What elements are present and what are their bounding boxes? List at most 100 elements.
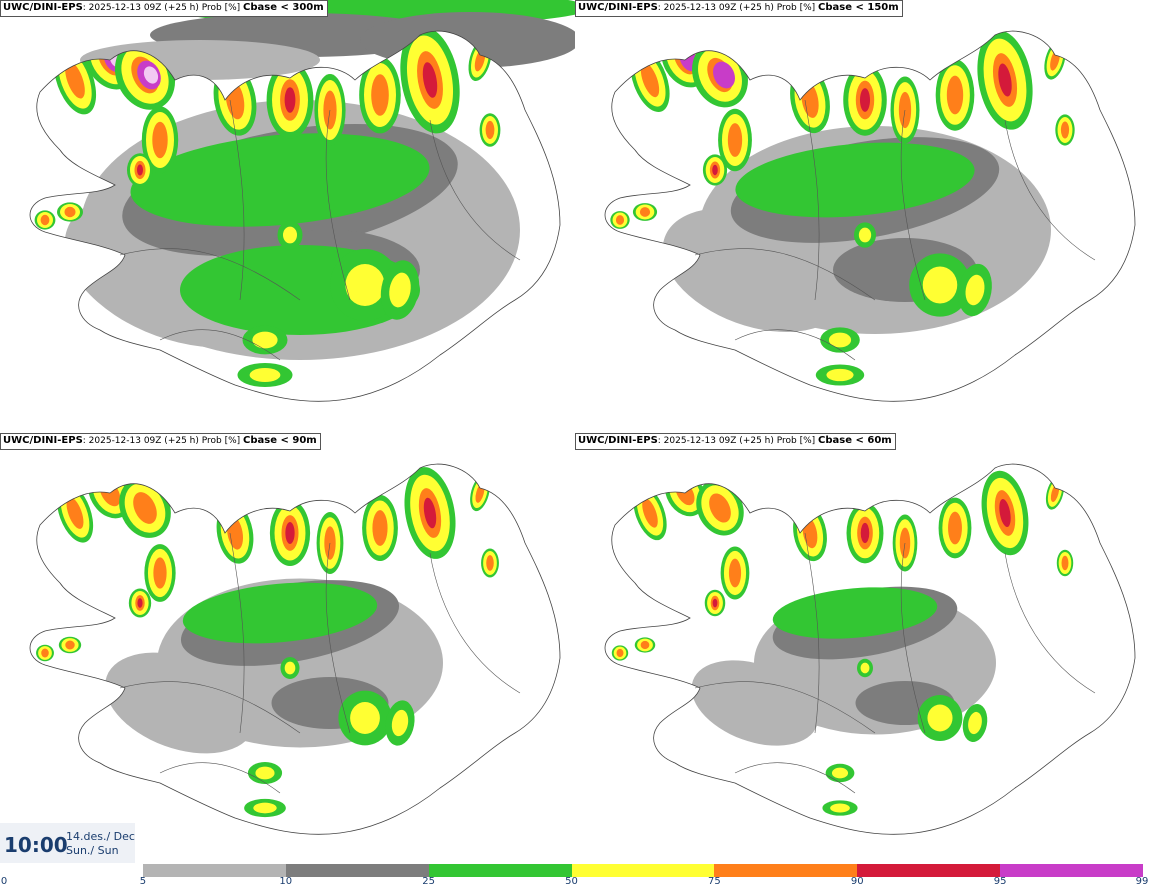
legend-tick-label: 75	[708, 876, 721, 887]
probability-area	[616, 648, 624, 658]
legend-tick-label: 95	[993, 876, 1007, 887]
probability-area	[423, 497, 437, 529]
probability-area	[642, 498, 658, 528]
probability-area	[152, 121, 168, 159]
probability-area	[727, 123, 743, 157]
probability-area	[927, 704, 953, 732]
contour-line	[734, 329, 856, 361]
probability-area	[1061, 555, 1069, 571]
probability-area	[249, 368, 281, 382]
probability-area	[691, 660, 819, 746]
probability-area	[709, 493, 731, 523]
probability-area	[831, 767, 849, 779]
valid-date: 14.des./ Dec Sun./ Sun	[66, 830, 135, 857]
contour-line	[734, 762, 856, 794]
legend-color-bin	[857, 864, 1001, 877]
color-legend: 0 5 10 25 50 75 90 95 99	[0, 862, 1150, 891]
legend-tick-label: 90	[850, 876, 864, 887]
valid-time: 10:00	[4, 833, 68, 857]
probability-area	[422, 62, 438, 98]
panel-title: UWC/DINI-EPS: 2025-12-13 09Z (+25 h) Pro…	[0, 0, 328, 17]
panel-title: UWC/DINI-EPS: 2025-12-13 09Z (+25 h) Pro…	[0, 433, 321, 450]
probability-map	[29, 0, 575, 402]
coastline	[604, 30, 1136, 402]
probability-map	[604, 463, 1136, 835]
contour-line	[429, 119, 521, 261]
probability-area	[713, 61, 735, 89]
probability-area	[105, 652, 255, 754]
contour-line	[694, 248, 876, 301]
probability-area	[615, 215, 625, 225]
probability-area	[640, 640, 650, 650]
map-panel-cbase-300: UWC/DINI-EPS: 2025-12-13 09Z (+25 h) Pro…	[0, 0, 575, 430]
probability-area	[253, 802, 277, 814]
contour-line	[229, 99, 245, 301]
probability-area	[968, 711, 982, 735]
probability-area	[772, 587, 938, 639]
probability-area	[65, 61, 85, 99]
legend-color-bin	[428, 864, 572, 877]
probability-area	[66, 497, 84, 529]
probability-area	[283, 226, 297, 244]
legend-color-bin	[571, 864, 715, 877]
probability-area	[639, 207, 651, 217]
legend-color-bin	[1000, 864, 1143, 877]
probability-area	[64, 206, 76, 218]
probability-area	[860, 662, 870, 674]
probability-area	[712, 164, 718, 176]
contour-line	[119, 248, 301, 301]
legend-tick-label: 5	[139, 876, 147, 887]
probability-area	[486, 555, 494, 571]
contour-line	[119, 681, 301, 734]
contour-line	[159, 329, 281, 361]
legend-tick-label: 25	[422, 876, 435, 887]
probability-area	[130, 133, 430, 227]
valid-time-box: 10:00 14.des./ Dec Sun./ Sun	[0, 823, 135, 863]
contour-line	[1004, 119, 1096, 261]
probability-area	[255, 766, 275, 780]
probability-area	[858, 227, 872, 243]
probability-area	[372, 510, 388, 546]
probability-area	[143, 66, 159, 84]
probability-area	[922, 266, 958, 304]
probability-area	[965, 274, 985, 306]
probability-area	[137, 164, 143, 176]
probability-area	[345, 264, 385, 306]
probability-area	[65, 640, 75, 650]
coastline	[29, 30, 561, 402]
contour-line	[1004, 552, 1096, 694]
map-panel-cbase-90: UWC/DINI-EPS: 2025-12-13 09Z (+25 h) Pro…	[0, 433, 575, 863]
probability-area	[859, 88, 871, 112]
probability-area	[946, 75, 964, 115]
contour-line	[325, 109, 351, 301]
probability-area	[999, 498, 1011, 528]
coastline	[604, 463, 1136, 835]
probability-area	[860, 522, 870, 544]
probability-area	[350, 702, 380, 734]
probability-area	[735, 142, 975, 218]
contour-line	[325, 542, 351, 734]
probability-area	[712, 598, 718, 608]
legend-color-bin	[0, 864, 143, 877]
probability-area	[948, 511, 962, 545]
legend-tick-label: 99	[1135, 876, 1149, 887]
probability-area	[389, 272, 411, 308]
legend-color-bin	[714, 864, 858, 877]
probability-map	[604, 30, 1136, 402]
probability-area	[828, 332, 852, 348]
probability-map	[29, 463, 561, 835]
probability-area	[391, 709, 409, 737]
coastline	[29, 463, 561, 835]
contour-line	[429, 552, 521, 694]
contour-line	[804, 99, 820, 301]
probability-area	[137, 598, 143, 608]
contour-line	[900, 109, 926, 301]
contour-line	[694, 681, 876, 734]
contour-line	[229, 532, 245, 734]
legend-tick-label: 50	[565, 876, 578, 887]
probability-area	[830, 803, 850, 813]
probability-area	[826, 368, 854, 382]
probability-area	[640, 62, 660, 98]
panel-title: UWC/DINI-EPS: 2025-12-13 09Z (+25 h) Pro…	[575, 433, 896, 450]
probability-area	[41, 648, 49, 658]
